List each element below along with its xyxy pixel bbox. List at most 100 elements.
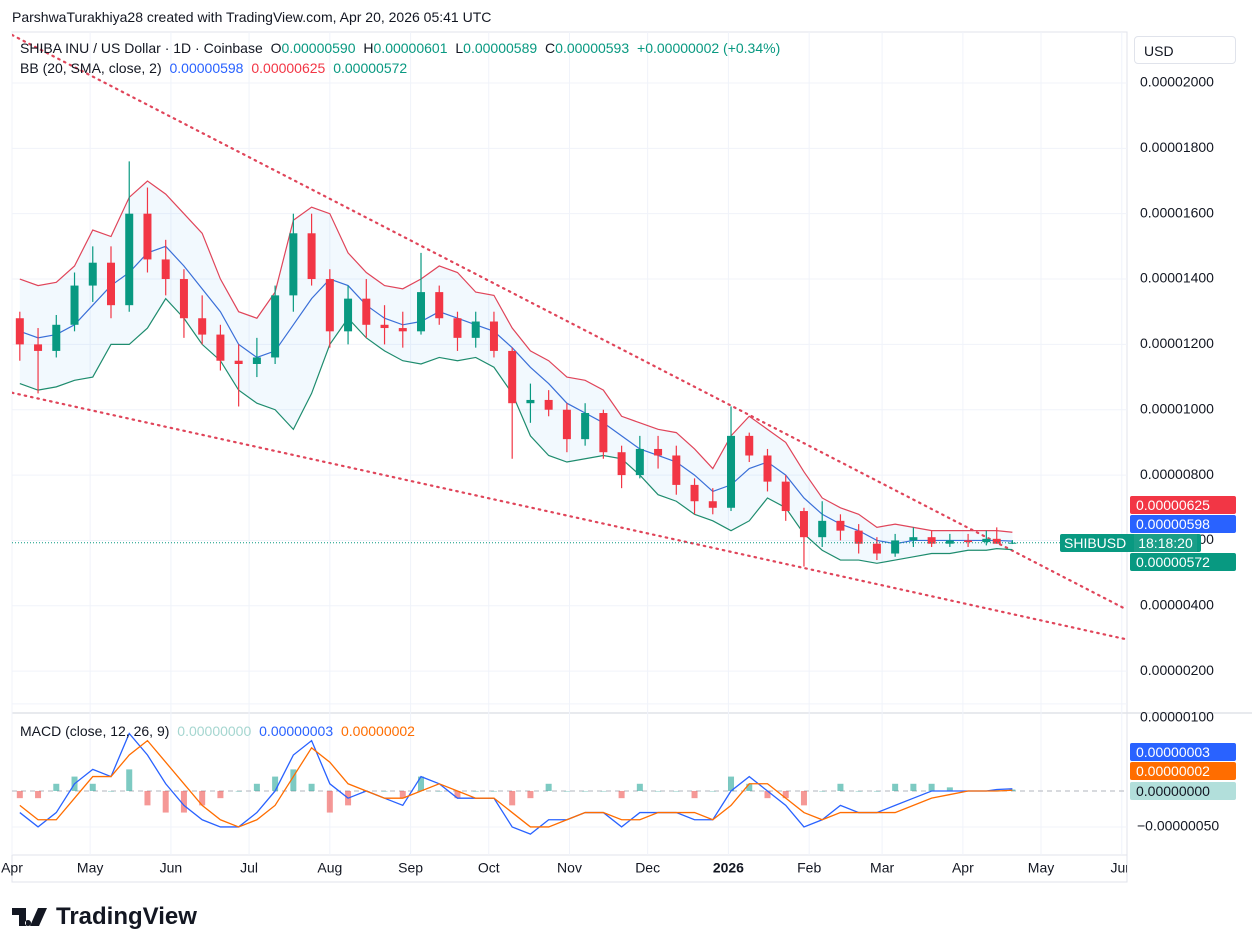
histogram-bar <box>855 790 862 792</box>
legend-value: 0.00000625 <box>251 60 326 76</box>
candle-body <box>544 399 553 410</box>
candle-body <box>982 538 991 543</box>
price-legend: SHIBA INU / US Dollar · 1D · Coinbase O0… <box>20 40 784 56</box>
y-tick-label: 0.00000100 <box>1140 709 1214 725</box>
candle-body <box>15 318 24 345</box>
histogram-bar <box>217 790 224 799</box>
histogram-bar <box>326 790 333 813</box>
trendline <box>12 391 1127 641</box>
x-tick-label: Jun <box>1111 860 1134 876</box>
candle-body <box>891 540 900 554</box>
histogram-badge: 0.00000000 <box>1130 782 1236 800</box>
histogram-bar <box>636 783 643 791</box>
histogram-bar <box>709 790 716 792</box>
candle-body <box>992 538 1001 544</box>
candle-body <box>690 484 699 502</box>
bb-upper-badge: 0.00000625 <box>1130 496 1236 514</box>
candle-body <box>672 455 681 485</box>
candle-body <box>161 259 170 280</box>
y-tick-label: 0.00001400 <box>1140 270 1214 286</box>
currency-button[interactable]: USD <box>1134 36 1236 64</box>
legend-label: L <box>455 40 464 56</box>
candle-body <box>380 324 389 329</box>
brand-name: TradingView <box>56 903 197 930</box>
candle-body <box>1008 542 1017 544</box>
candle-body <box>198 318 207 335</box>
histogram-bar <box>764 790 771 799</box>
histogram-bar <box>199 790 206 806</box>
legend-value: 0.00000000 <box>177 723 252 739</box>
candle-body <box>489 321 498 351</box>
brand-logo <box>12 908 47 926</box>
candle-body <box>927 537 936 544</box>
x-tick-label: Aug <box>317 860 342 876</box>
histogram-bar <box>399 790 406 799</box>
histogram-bar <box>144 790 151 806</box>
attribution: ParshwaTurakhiya28 created with TradingV… <box>12 9 492 25</box>
candle-body <box>362 298 371 325</box>
histogram-bar <box>782 790 789 799</box>
candle-body <box>654 448 663 456</box>
candle-body <box>344 298 353 332</box>
bb-legend: BB (20, SMA, close, 2) 0.00000598 0.0000… <box>20 60 411 76</box>
candle-body <box>453 318 462 338</box>
candle-body <box>471 321 480 338</box>
histogram-bar <box>308 783 315 791</box>
y-tick-label: 0.00002000 <box>1140 74 1214 90</box>
macd-legend: MACD (close, 12, 26, 9) 0.00000000 0.000… <box>20 723 419 739</box>
x-tick-label: Nov <box>557 860 582 876</box>
candle-body <box>34 344 43 351</box>
histogram-bar <box>107 790 114 792</box>
candle-body <box>763 455 772 482</box>
bollinger-line <box>19 245 1013 545</box>
histogram-bar <box>126 769 133 791</box>
candle-body <box>964 540 973 543</box>
x-tick-label: 2026 <box>713 860 744 876</box>
candle-body <box>872 543 881 554</box>
legend-value: 0.00000572 <box>333 60 408 76</box>
candle-body <box>635 448 644 476</box>
y-tick-label: 0.00000200 <box>1140 662 1214 678</box>
signal-badge: 0.00000002 <box>1130 762 1236 780</box>
candle-body <box>234 360 243 364</box>
histogram-bar <box>162 790 169 813</box>
histogram-bar <box>290 769 297 791</box>
x-tick-label: Sep <box>398 860 423 876</box>
histogram-bar <box>837 783 844 791</box>
legend-value: 0.00000598 <box>169 60 244 76</box>
histogram-bar <box>53 783 60 791</box>
histogram-bar <box>35 790 42 799</box>
histogram-bar <box>655 790 662 792</box>
candle-body <box>745 435 754 456</box>
legend-value: 0.00000589 <box>463 40 538 56</box>
candle-body <box>508 350 517 404</box>
candle-body <box>708 501 717 508</box>
candle-body <box>836 520 845 531</box>
y-tick-label: 0.00000400 <box>1140 597 1214 613</box>
brand: TradingView <box>12 903 197 931</box>
candle-body <box>562 409 571 440</box>
histogram-bar <box>673 790 680 792</box>
candle-body <box>216 334 225 361</box>
histogram-bar <box>691 790 698 799</box>
candle-body <box>143 213 152 260</box>
bb-title: BB (20, SMA, close, 2) <box>20 60 162 76</box>
candle-body <box>417 292 426 332</box>
legend-label: C <box>545 40 556 56</box>
histogram-bar <box>490 790 497 792</box>
legend-value: 0.00000003 <box>259 723 334 739</box>
candle-body <box>727 435 736 508</box>
candle-body <box>252 357 261 364</box>
y-tick-label: 0.00001200 <box>1140 335 1214 351</box>
legend-value: 0.00000601 <box>373 40 448 56</box>
x-tick-label: May <box>77 860 103 876</box>
symbol-badge: SHIBUSD 18:18:20 <box>1060 534 1201 552</box>
legend-label: H <box>363 40 374 56</box>
histogram-bar <box>545 783 552 791</box>
legend-value: 0.00000002 <box>341 723 415 739</box>
histogram-bar <box>418 776 425 791</box>
histogram-bar <box>800 790 807 806</box>
histogram-bar <box>180 790 187 813</box>
legend-value: 0.00000593 <box>555 40 630 56</box>
